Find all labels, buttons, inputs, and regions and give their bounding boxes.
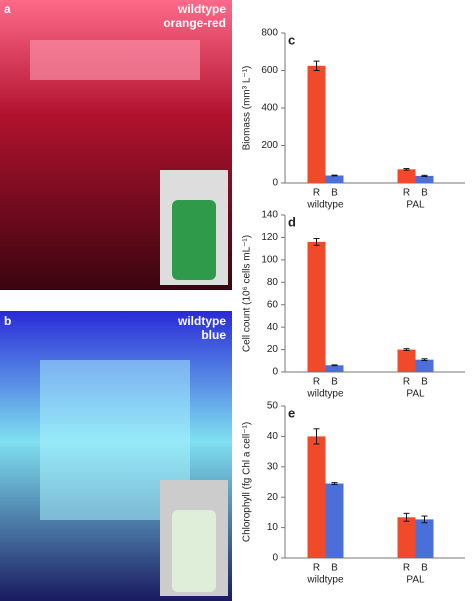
series-tick-label: R bbox=[313, 188, 320, 199]
x-category-label: PAL bbox=[406, 575, 425, 586]
bar bbox=[397, 169, 416, 183]
series-tick-label: R bbox=[403, 188, 410, 199]
photo-caption: wildtype bbox=[177, 314, 226, 328]
y-tick-label: 0 bbox=[272, 367, 278, 378]
y-tick-label: 600 bbox=[261, 65, 278, 76]
y-tick-label: 400 bbox=[261, 103, 278, 114]
y-tick-label: 0 bbox=[272, 553, 278, 564]
bar bbox=[307, 436, 326, 558]
series-tick-label: B bbox=[331, 563, 338, 574]
x-category-label: wildtype bbox=[306, 389, 344, 400]
y-tick-label: 20 bbox=[267, 492, 279, 503]
photo-caption: orange-red bbox=[163, 16, 226, 30]
y-axis-label: Chlorophyll (fg Chl a cell⁻¹) bbox=[242, 422, 253, 542]
series-tick-label: B bbox=[331, 377, 338, 388]
series-tick-label: R bbox=[313, 563, 320, 574]
series-tick-label: B bbox=[421, 377, 428, 388]
y-tick-label: 20 bbox=[267, 344, 279, 355]
bar bbox=[415, 359, 434, 372]
panel-label: c bbox=[288, 32, 295, 47]
x-category-label: wildtype bbox=[306, 200, 344, 211]
bar bbox=[397, 517, 416, 558]
y-tick-label: 40 bbox=[267, 322, 279, 333]
series-tick-label: R bbox=[403, 563, 410, 574]
x-category-label: PAL bbox=[406, 389, 425, 400]
bar bbox=[325, 365, 344, 372]
x-category-label: PAL bbox=[406, 200, 425, 211]
series-tick-label: B bbox=[421, 188, 428, 199]
y-tick-label: 800 bbox=[261, 28, 278, 39]
y-axis-label: Biomass (mm³ L⁻¹) bbox=[242, 66, 253, 151]
bar bbox=[325, 175, 344, 183]
x-category-label: wildtype bbox=[306, 575, 344, 586]
bar bbox=[325, 483, 344, 558]
series-tick-label: B bbox=[421, 563, 428, 574]
series-tick-label: B bbox=[331, 188, 338, 199]
y-tick-label: 200 bbox=[261, 140, 278, 151]
bar bbox=[415, 175, 434, 183]
photo-a: a wildtype orange-red bbox=[0, 0, 232, 290]
panel-label: a bbox=[4, 2, 11, 16]
series-tick-label: R bbox=[313, 377, 320, 388]
photo-caption: wildtype bbox=[177, 2, 226, 16]
y-tick-label: 60 bbox=[267, 299, 279, 310]
panel-label: d bbox=[288, 214, 296, 229]
y-axis-label: Cell count (10⁶ cells mL⁻¹) bbox=[242, 235, 253, 352]
y-tick-label: 50 bbox=[267, 401, 279, 412]
y-tick-label: 100 bbox=[261, 254, 278, 265]
bar bbox=[397, 349, 416, 372]
photo-caption: blue bbox=[201, 328, 226, 342]
y-tick-label: 80 bbox=[267, 277, 279, 288]
y-tick-label: 0 bbox=[272, 178, 278, 189]
panel-label: e bbox=[288, 405, 295, 420]
y-tick-label: 30 bbox=[267, 461, 279, 472]
bar bbox=[307, 65, 326, 183]
photo-b: b wildtype blue bbox=[0, 311, 232, 601]
y-tick-label: 40 bbox=[267, 431, 279, 442]
bar bbox=[307, 241, 326, 372]
panel-label: b bbox=[4, 314, 11, 328]
y-tick-label: 120 bbox=[261, 232, 278, 243]
series-tick-label: R bbox=[403, 377, 410, 388]
y-tick-label: 140 bbox=[261, 210, 278, 221]
y-tick-label: 10 bbox=[267, 522, 279, 533]
bar bbox=[415, 519, 434, 558]
